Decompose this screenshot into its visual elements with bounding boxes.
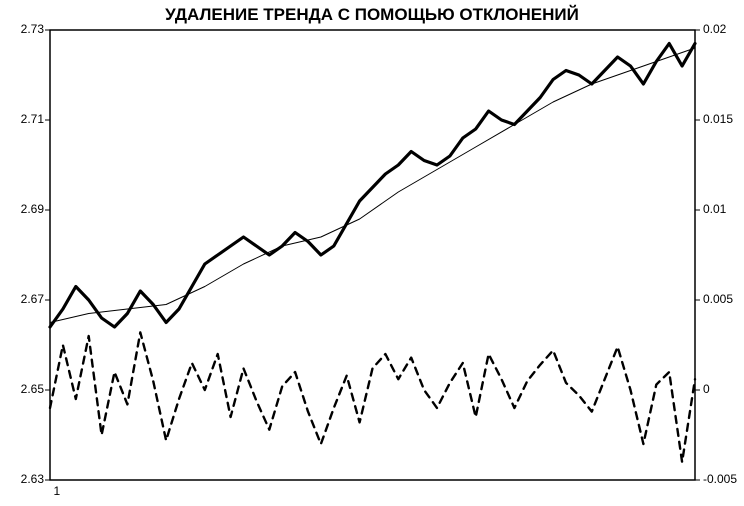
chart-plot	[0, 0, 744, 506]
